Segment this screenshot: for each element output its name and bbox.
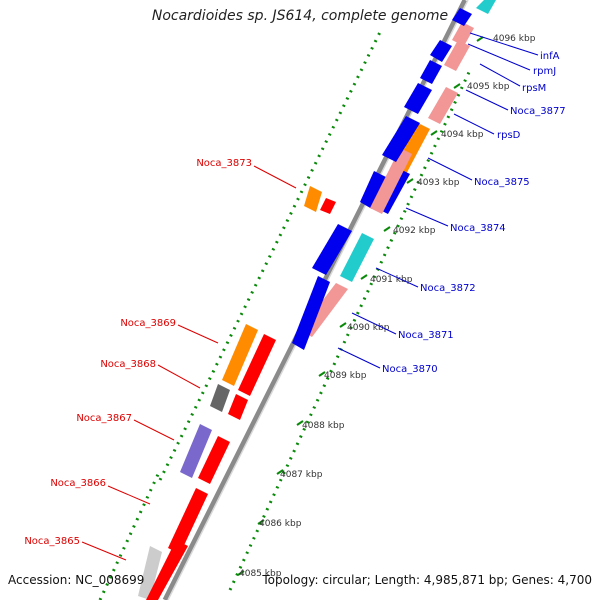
reverse-genes bbox=[138, 186, 336, 600]
gene-rpsM[interactable] bbox=[404, 83, 432, 114]
tick-label-4092: 4092 kbp bbox=[393, 226, 436, 236]
gene-red-3865b[interactable] bbox=[146, 540, 188, 600]
gene-red-3868b[interactable] bbox=[228, 394, 248, 420]
gene-cyan-top[interactable] bbox=[476, 0, 496, 14]
scale-ticks bbox=[237, 36, 484, 576]
label-rpmJ[interactable]: rpmJ bbox=[533, 66, 556, 77]
gene-noca-3871[interactable] bbox=[292, 276, 330, 350]
label-noca-3865[interactable]: Noca_3865 bbox=[24, 536, 80, 547]
map-title: Nocardioides sp. JS614, complete genome bbox=[151, 8, 449, 24]
topology-label: Topology: circular; Length: 4,985,871 bp… bbox=[262, 573, 592, 587]
gene-noca-3867[interactable] bbox=[180, 424, 212, 478]
gene-infA[interactable] bbox=[430, 40, 452, 62]
gene-noca-3869[interactable] bbox=[222, 324, 258, 386]
tick-label-4091: 4091 kbp bbox=[370, 275, 413, 285]
accession-label: Accession: NC_008699 bbox=[8, 573, 145, 587]
tick-label-4095: 4095 kbp bbox=[467, 82, 510, 92]
outer-dotted-track bbox=[158, 27, 384, 481]
tick-label-4096: 4096 kbp bbox=[493, 34, 536, 44]
label-noca-3869[interactable]: Noca_3869 bbox=[120, 318, 176, 329]
label-noca-3868[interactable]: Noca_3868 bbox=[100, 359, 156, 370]
tick-label-4087: 4087 kbp bbox=[280, 470, 323, 480]
gene-noca-3872[interactable] bbox=[340, 233, 374, 282]
gene-red-3869b[interactable] bbox=[238, 334, 276, 396]
gene-pink-a[interactable] bbox=[370, 148, 412, 214]
gene-noca-3875[interactable] bbox=[360, 171, 386, 209]
tick-label-4086: 4086 kbp bbox=[259, 519, 302, 529]
label-noca-3874[interactable]: Noca_3874 bbox=[450, 223, 506, 234]
tick-label-4094: 4094 kbp bbox=[441, 130, 484, 140]
tick-label-4090: 4090 kbp bbox=[347, 323, 390, 333]
left-leaders bbox=[81, 165, 297, 561]
gene-noca-3874[interactable] bbox=[312, 224, 352, 275]
gene-pink-b[interactable] bbox=[428, 87, 458, 124]
gene-noca-3866[interactable] bbox=[168, 488, 208, 554]
label-infA[interactable]: infA bbox=[540, 51, 560, 62]
label-noca-3877[interactable]: Noca_3877 bbox=[510, 106, 566, 117]
label-noca-3873[interactable]: Noca_3873 bbox=[196, 158, 252, 169]
label-noca-3875[interactable]: Noca_3875 bbox=[474, 177, 530, 188]
right-labels: infA rpmJ rpsM Noca_3877 rpsD Noca_3875 … bbox=[382, 51, 566, 375]
label-noca-3867[interactable]: Noca_3867 bbox=[76, 413, 132, 424]
gene-noca-3865[interactable] bbox=[138, 546, 162, 600]
label-noca-3871[interactable]: Noca_3871 bbox=[398, 330, 454, 341]
gene-noca-3873-orange[interactable] bbox=[304, 186, 322, 212]
label-noca-3872[interactable]: Noca_3872 bbox=[420, 283, 476, 294]
label-noca-3866[interactable]: Noca_3866 bbox=[50, 478, 106, 489]
right-leaders bbox=[337, 32, 539, 369]
gene-red-3867b[interactable] bbox=[198, 436, 230, 484]
tick-label-4093: 4093 kbp bbox=[417, 178, 460, 188]
scale-labels: 4085 kbp 4086 kbp 4087 kbp 4088 kbp 4089… bbox=[239, 34, 536, 579]
gene-rpmJ[interactable] bbox=[420, 60, 442, 84]
gene-pink-d[interactable] bbox=[452, 22, 474, 46]
label-rpsM[interactable]: rpsM bbox=[522, 83, 546, 94]
tick-label-4088: 4088 kbp bbox=[302, 421, 345, 431]
gene-noca-3873-red[interactable] bbox=[320, 198, 336, 214]
left-labels: Noca_3873 Noca_3869 Noca_3868 Noca_3867 … bbox=[24, 158, 252, 547]
gene-blue-top[interactable] bbox=[452, 8, 472, 26]
label-rpsD[interactable]: rpsD bbox=[497, 130, 521, 141]
forward-genes bbox=[292, 0, 496, 350]
tick-label-4089: 4089 kbp bbox=[324, 371, 367, 381]
gene-noca-3868[interactable] bbox=[210, 384, 230, 412]
gene-noca-3877[interactable] bbox=[382, 116, 420, 162]
tick-label-4085: 4085 kbp bbox=[239, 569, 282, 579]
label-noca-3870[interactable]: Noca_3870 bbox=[382, 364, 438, 375]
gene-pink-c[interactable] bbox=[444, 40, 470, 71]
